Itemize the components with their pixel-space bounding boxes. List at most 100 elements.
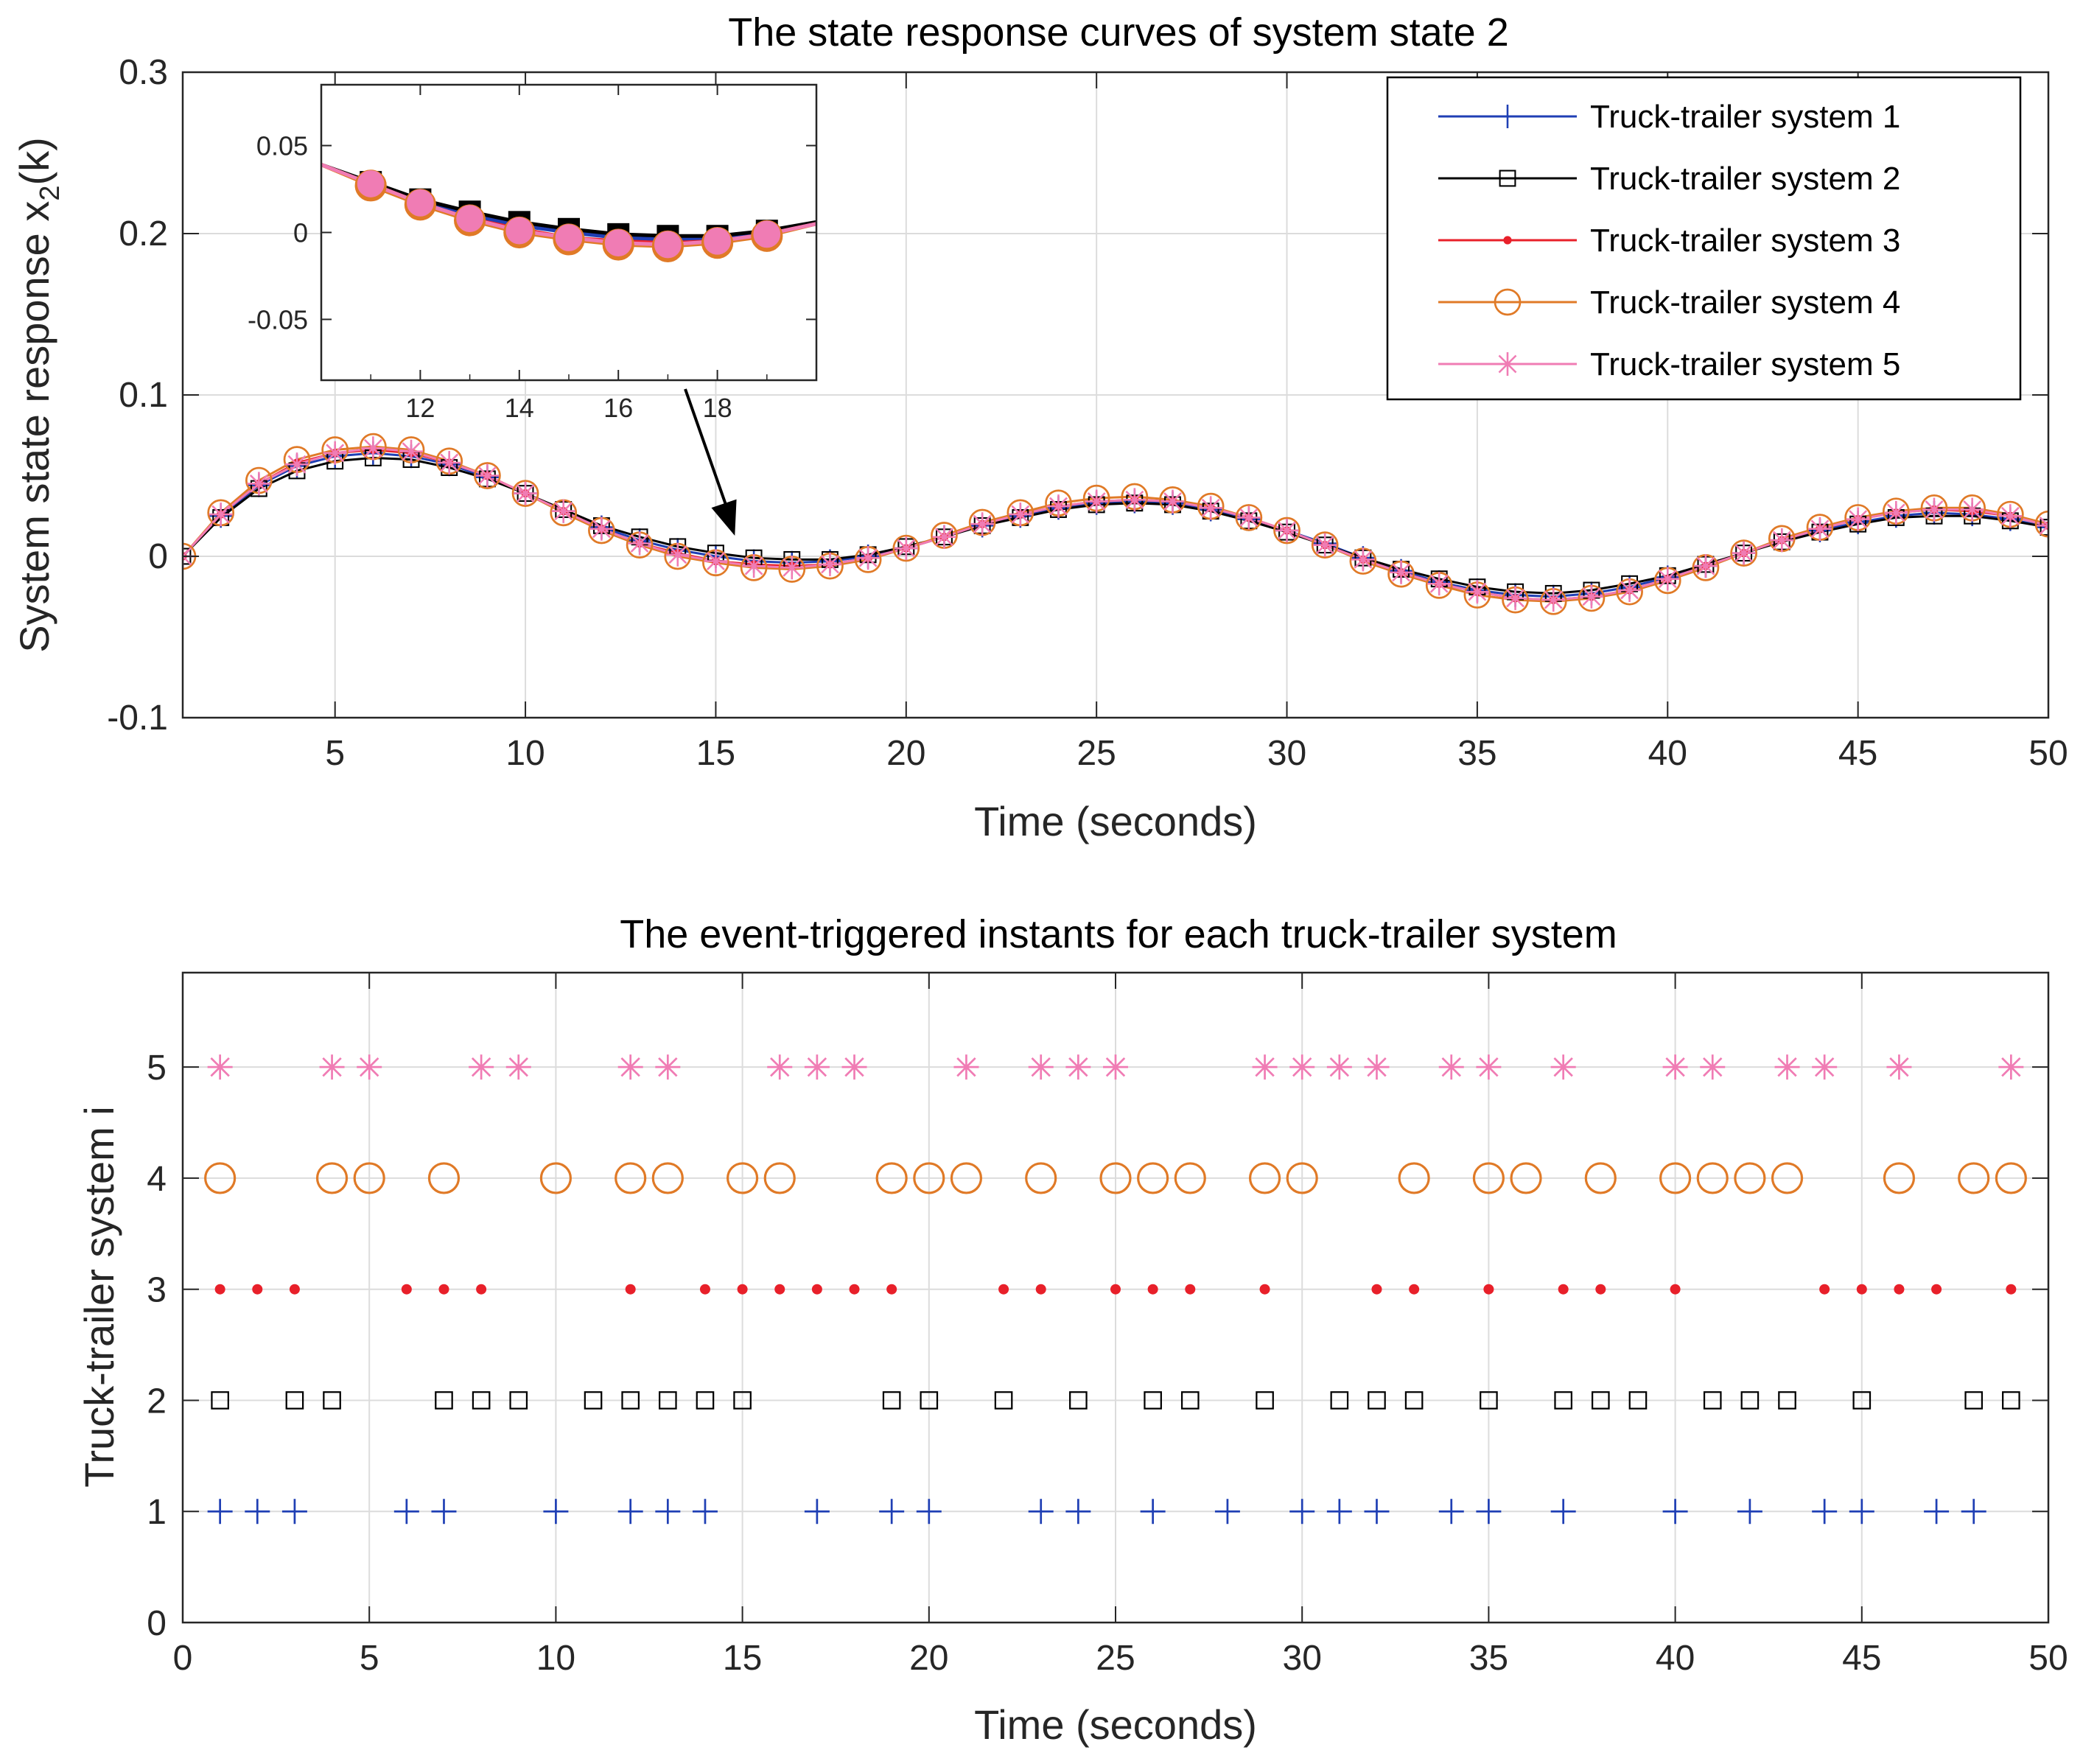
event-marker-system-3 <box>886 1284 897 1295</box>
top-marker-s5 <box>514 481 538 505</box>
event-marker-system-3 <box>737 1284 748 1295</box>
bottom-event-markers <box>204 1054 2027 1525</box>
bottom-y-tick-labels: 0 1 2 3 4 5 <box>147 1049 167 1643</box>
top-marker-s5 <box>1732 541 1756 565</box>
event-marker-system-4 <box>1995 1162 2027 1194</box>
event-marker-system-3 <box>401 1284 412 1295</box>
event-marker-system-2 <box>1852 1391 1872 1410</box>
event-marker-system-2 <box>1180 1391 1200 1410</box>
event-marker-system-2 <box>1592 1391 1610 1410</box>
event-marker-system-5 <box>1065 1054 1091 1080</box>
event-marker-system-1 <box>1065 1499 1091 1525</box>
top-marker-s5 <box>1998 504 2023 528</box>
event-marker-system-5 <box>1550 1054 1576 1080</box>
event-marker-system-4 <box>1137 1162 1169 1194</box>
event-marker-system-4 <box>1472 1162 1505 1194</box>
event-marker-system-3 <box>1371 1284 1382 1295</box>
event-marker-system-1 <box>692 1499 718 1525</box>
event-marker-system-4 <box>1584 1162 1617 1194</box>
inset-marker-s5 <box>555 224 583 251</box>
event-marker-system-4 <box>950 1162 983 1194</box>
inset-y-tick-label: 0 <box>293 218 308 248</box>
top-y-tick-label: 0.2 <box>119 214 168 253</box>
top-marker-s5 <box>1046 494 1071 519</box>
top-marker-s5 <box>1465 580 1489 604</box>
event-marker-system-4 <box>615 1162 647 1194</box>
arrow-head <box>711 499 737 536</box>
top-x-tick-labels: 5 10 15 20 25 30 35 40 45 50 <box>325 734 2068 773</box>
event-marker-system-5 <box>207 1054 233 1080</box>
event-marker-system-2 <box>1628 1391 1648 1410</box>
bottom-x-tick-label: 30 <box>1283 1639 1322 1678</box>
event-marker-system-1 <box>617 1499 643 1525</box>
top-y-axis-label-tail: (k) <box>11 137 57 185</box>
inset-marker-s5 <box>753 220 781 248</box>
event-marker-system-5 <box>505 1054 531 1080</box>
bottom-x-tick-label: 5 <box>360 1639 379 1678</box>
event-marker-system-3 <box>252 1284 263 1295</box>
event-marker-system-2 <box>1256 1391 1274 1410</box>
event-marker-system-2 <box>509 1391 528 1410</box>
inset-zoom-plot: 12 14 16 18 -0.05 0 0.05 <box>248 83 818 423</box>
event-marker-system-3 <box>1595 1284 1606 1295</box>
event-marker-system-4 <box>1659 1162 1692 1194</box>
event-marker-system-2 <box>323 1391 341 1410</box>
bottom-y-tick-label: 3 <box>147 1271 167 1310</box>
top-marker-s5 <box>628 531 652 556</box>
event-marker-system-1 <box>1028 1499 1054 1525</box>
event-marker-system-1 <box>1438 1499 1464 1525</box>
event-marker-system-2 <box>211 1391 229 1410</box>
legend-label-4: Truck-trailer system 4 <box>1590 284 1900 321</box>
event-marker-system-3 <box>1483 1284 1494 1295</box>
bottom-x-tick-label: 50 <box>2028 1639 2068 1678</box>
top-marker-s5 <box>2037 514 2048 538</box>
legend-marker-3 <box>1503 236 1512 245</box>
top-marker-s5 <box>1199 496 1223 520</box>
inset-x-tick-label: 14 <box>505 393 534 423</box>
event-marker-system-5 <box>1476 1054 1502 1080</box>
event-marker-system-3 <box>774 1284 785 1295</box>
event-marker-system-5 <box>953 1054 979 1080</box>
event-marker-system-3 <box>1670 1284 1681 1295</box>
top-marker-s5 <box>1236 505 1261 530</box>
legend: Truck-trailer system 1 Truck-trailer syst… <box>1386 76 2022 401</box>
zoom-arrow <box>684 388 737 536</box>
event-marker-system-3 <box>1110 1284 1121 1295</box>
event-marker-system-2 <box>696 1391 715 1410</box>
event-marker-system-1 <box>245 1499 270 1525</box>
top-marker-s5 <box>209 503 233 527</box>
inset-marker-s5 <box>456 205 483 232</box>
event-marker-system-1 <box>1662 1499 1688 1525</box>
top-marker-s5 <box>1313 533 1337 557</box>
event-marker-system-2 <box>1964 1391 1984 1410</box>
top-marker-s5 <box>1807 517 1832 541</box>
top-y-tick-label: 0 <box>148 537 168 576</box>
top-marker-s2 <box>2040 519 2048 536</box>
event-marker-system-4 <box>1883 1162 1916 1194</box>
top-marker-s5 <box>1427 572 1452 596</box>
top-marker-s4 <box>1273 517 1300 545</box>
event-marker-system-4 <box>726 1162 759 1194</box>
event-marker-system-5 <box>1364 1054 1390 1080</box>
event-marker-system-3 <box>214 1284 225 1295</box>
top-y-tick-labels: -0.1 0 0.1 0.2 0.3 <box>107 53 168 738</box>
inset-marker-s5 <box>604 229 632 257</box>
top-x-tick-label: 25 <box>1076 734 1116 773</box>
top-marker-s5 <box>1960 497 1984 522</box>
event-marker-system-4 <box>353 1162 385 1194</box>
top-x-tick-label: 40 <box>1648 734 1687 773</box>
event-marker-system-5 <box>1252 1054 1278 1080</box>
event-marker-system-4 <box>1398 1162 1430 1194</box>
event-marker-system-4 <box>427 1162 461 1194</box>
bottom-x-tick-labels: 0 5 10 15 20 25 30 35 40 45 50 <box>173 1639 2068 1678</box>
inset-x-tick-label: 16 <box>603 393 633 423</box>
event-marker-system-2 <box>1368 1391 1386 1410</box>
top-marker-s4 <box>1311 531 1339 559</box>
event-marker-system-5 <box>804 1054 830 1080</box>
event-marker-system-5 <box>469 1054 494 1080</box>
event-marker-system-1 <box>1140 1499 1166 1525</box>
inset-marker-s5 <box>505 217 533 245</box>
top-series-lines <box>183 445 2048 603</box>
event-marker-system-2 <box>1554 1391 1572 1410</box>
